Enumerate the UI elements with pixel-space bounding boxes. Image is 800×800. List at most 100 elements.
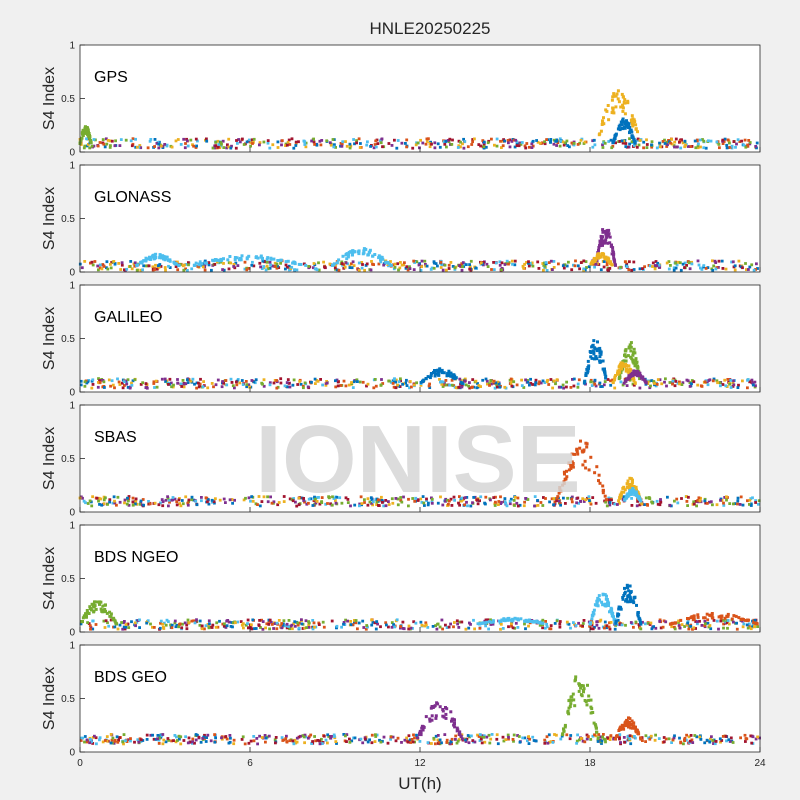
data-point (95, 742, 98, 746)
data-point (627, 145, 631, 149)
data-point (149, 258, 153, 261)
data-point (154, 379, 158, 383)
data-point (273, 265, 277, 268)
data-point (721, 735, 725, 738)
data-point (471, 138, 475, 141)
data-point (394, 378, 398, 382)
data-point (742, 143, 746, 147)
data-point (587, 468, 591, 472)
data-point (455, 619, 459, 623)
data-point (687, 627, 691, 631)
data-point (111, 736, 115, 740)
data-point (620, 490, 624, 494)
data-point (207, 626, 211, 630)
data-point (611, 144, 615, 148)
data-point (710, 615, 714, 618)
data-point (625, 377, 629, 381)
data-point (607, 496, 611, 500)
data-point (441, 627, 444, 631)
data-point (253, 627, 256, 630)
data-point (489, 737, 493, 741)
data-point (704, 501, 708, 505)
data-point (230, 498, 234, 501)
data-point (288, 627, 291, 631)
data-point (224, 501, 227, 504)
data-point (374, 139, 378, 143)
data-point (168, 377, 172, 381)
data-point (179, 504, 183, 508)
data-point (346, 619, 349, 623)
data-point (469, 259, 473, 263)
data-point (523, 736, 527, 740)
data-point (154, 738, 158, 741)
data-point (583, 268, 587, 272)
data-point (490, 137, 493, 141)
data-point (97, 268, 100, 272)
data-point (614, 94, 618, 98)
data-point (594, 501, 598, 505)
data-point (353, 250, 357, 254)
data-point (131, 500, 135, 504)
data-point (410, 385, 413, 389)
data-point (450, 383, 454, 387)
data-point (330, 503, 334, 507)
data-point (379, 260, 383, 264)
data-point (259, 626, 262, 629)
data-point (432, 266, 436, 270)
data-point (680, 497, 683, 500)
data-point (689, 734, 693, 737)
data-point (562, 266, 566, 270)
data-point (127, 495, 131, 498)
data-point (445, 741, 449, 744)
data-point (389, 737, 392, 741)
data-point (387, 142, 391, 145)
data-point (554, 382, 557, 386)
data-point (320, 139, 324, 142)
data-point (176, 378, 179, 381)
data-point (507, 737, 510, 741)
data-point (127, 499, 130, 503)
data-point (218, 259, 221, 263)
data-point (603, 737, 607, 741)
data-point (718, 146, 721, 150)
data-point (507, 261, 511, 265)
data-point (204, 740, 208, 743)
panel-label: GLONASS (94, 189, 171, 206)
data-point (578, 738, 581, 742)
data-point (82, 499, 86, 503)
data-point (527, 264, 531, 268)
data-point (275, 266, 279, 270)
data-point (677, 624, 681, 627)
data-point (464, 627, 468, 631)
data-point (558, 622, 562, 626)
data-point (692, 502, 696, 506)
data-point (582, 500, 586, 503)
data-point (743, 138, 747, 142)
data-point (109, 263, 112, 266)
data-point (152, 382, 156, 385)
data-point (91, 742, 95, 745)
data-point (336, 380, 340, 384)
data-point (98, 266, 102, 270)
data-point (711, 269, 715, 272)
data-point (685, 500, 689, 503)
data-point (89, 261, 92, 265)
data-point (273, 738, 277, 742)
data-point (139, 501, 143, 504)
data-point (233, 498, 236, 502)
data-point (643, 379, 647, 383)
data-point (599, 738, 602, 742)
data-point (327, 496, 331, 500)
data-point (303, 500, 306, 504)
data-point (381, 739, 384, 743)
data-point (79, 139, 83, 143)
data-point (214, 144, 218, 147)
data-point (116, 627, 120, 631)
data-point (147, 264, 151, 268)
data-point (421, 379, 425, 383)
data-point (456, 739, 460, 743)
data-point (617, 100, 621, 104)
data-point (238, 381, 242, 385)
data-point (486, 382, 489, 386)
